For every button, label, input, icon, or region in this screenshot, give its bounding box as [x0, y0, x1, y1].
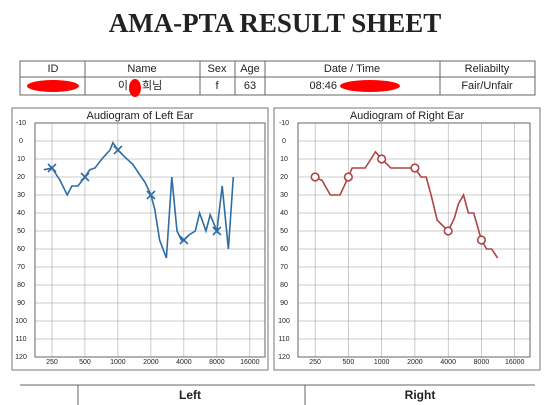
y-tick-label: 120	[278, 354, 290, 361]
y-tick-label: 80	[17, 282, 25, 289]
threshold-marker	[377, 154, 387, 164]
y-tick-label: 80	[280, 282, 288, 289]
threshold-marker	[113, 145, 123, 155]
plot-border	[297, 122, 531, 358]
threshold-marker	[80, 172, 90, 182]
y-tick-label: 60	[280, 246, 288, 253]
threshold-marker	[310, 172, 320, 182]
redaction	[340, 80, 400, 92]
threshold-marker	[179, 235, 189, 245]
name-start: 이	[118, 79, 128, 92]
age: 63	[244, 80, 256, 92]
threshold-marker	[476, 235, 487, 245]
info-table: ID Name Sex Age Date / Time Reliabilty 이…	[19, 60, 536, 97]
hearing-trace	[314, 150, 499, 259]
y-tick-label: 120	[15, 354, 27, 361]
y-tick-label: 70	[17, 264, 25, 271]
y-tick-label: 110	[278, 336, 289, 343]
threshold-marker	[343, 172, 353, 182]
y-tick-label: 90	[17, 300, 25, 307]
redaction	[129, 79, 141, 97]
x-tick-label: 1000	[374, 359, 390, 366]
y-tick-label: 50	[280, 228, 288, 235]
x-tick-label: 250	[309, 359, 321, 366]
chart-title: Audiogram of Left Ear	[86, 110, 193, 122]
y-tick-label: 40	[280, 210, 288, 217]
threshold-marker	[410, 163, 420, 173]
y-tick-label: 50	[17, 228, 25, 235]
column-header: Name	[127, 63, 156, 75]
reliability: Fair/Unfair	[461, 80, 513, 92]
y-tick-label: -10	[279, 120, 289, 127]
x-tick-label: 500	[343, 359, 355, 366]
threshold-marker	[443, 226, 453, 236]
x-tick-label: 16000	[240, 359, 260, 366]
sheet-title: AMA-PTA RESULT SHEET	[109, 8, 442, 38]
threshold-marker	[47, 163, 57, 173]
column-header: Date / Time	[324, 63, 380, 75]
x-tick-label: 4000	[440, 359, 456, 366]
x-tick-label: 16000	[505, 359, 525, 366]
name-end: 희님	[142, 79, 162, 92]
chart-frame	[273, 107, 541, 371]
y-tick-label: 0	[19, 138, 23, 145]
y-tick-label: 20	[280, 174, 288, 181]
threshold-marker	[212, 226, 222, 236]
y-tick-label: -10	[16, 120, 26, 127]
y-tick-label: 90	[280, 300, 288, 307]
column-header: Age	[240, 63, 260, 75]
x-tick-label: 500	[79, 359, 91, 366]
x-tick-label: 1000	[110, 359, 126, 366]
y-tick-label: 30	[280, 192, 288, 199]
y-tick-label: 100	[15, 318, 27, 325]
y-tick-label: 10	[17, 156, 25, 163]
x-tick-label: 2000	[143, 359, 159, 366]
table-border	[19, 60, 536, 96]
x-tick-label: 250	[46, 359, 58, 366]
y-tick-label: 60	[17, 246, 25, 253]
y-tick-label: 40	[17, 210, 25, 217]
y-tick-label: 70	[280, 264, 288, 271]
hearing-trace	[43, 141, 235, 259]
y-tick-label: 110	[15, 336, 26, 343]
y-tick-label: 10	[280, 156, 288, 163]
x-tick-label: 4000	[176, 359, 192, 366]
column-header: Reliabilty	[465, 63, 510, 75]
y-tick-label: 0	[282, 138, 286, 145]
x-tick-label: 8000	[209, 359, 225, 366]
redaction	[27, 80, 79, 92]
column-header: Sex	[208, 63, 227, 75]
x-tick-label: 8000	[474, 359, 490, 366]
footer-left: Left	[179, 388, 201, 402]
y-tick-label: 30	[17, 192, 25, 199]
column-header: ID	[48, 63, 59, 75]
threshold-marker	[146, 190, 156, 200]
y-tick-label: 100	[278, 318, 290, 325]
x-tick-label: 2000	[407, 359, 423, 366]
chart-title: Audiogram of Right Ear	[350, 110, 465, 122]
y-tick-label: 20	[17, 174, 25, 181]
footer-right: Right	[405, 388, 436, 402]
time: 08:46	[309, 80, 337, 92]
sex: f	[215, 80, 219, 92]
chart-frame	[11, 107, 269, 371]
plot-border	[34, 122, 266, 358]
